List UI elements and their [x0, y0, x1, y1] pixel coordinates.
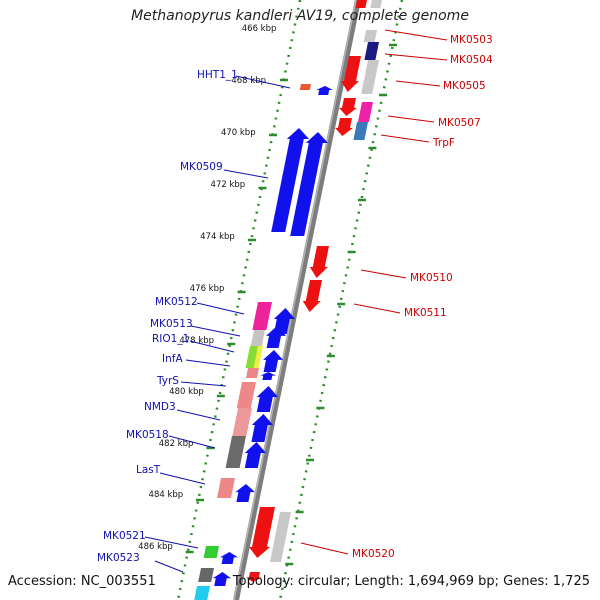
- kbp-tick-label: 472 kbp: [211, 180, 246, 190]
- gene-arrow-tyrs: [256, 386, 278, 412]
- left-gene-label: RIO1_1: [152, 333, 189, 345]
- gene-block-mk0518: [225, 436, 246, 468]
- gene-arrow-mk0509b: [290, 132, 328, 236]
- gene-block-last: [217, 478, 235, 498]
- gene-block-top-grey: [370, 0, 382, 8]
- gene-block-top-red: [355, 0, 367, 8]
- gene-arrow-last: [235, 484, 255, 502]
- gene-arrow-small: [260, 372, 276, 380]
- gene-arrow-mk0520: [249, 507, 275, 558]
- kbp-tick-label: 474 kbp: [200, 232, 235, 242]
- right-gene-label: MK0503: [450, 34, 493, 46]
- left-gene-leader: [189, 340, 235, 353]
- gene-block-trpf: [353, 122, 368, 140]
- gene-arrow-mk0507a: [339, 98, 358, 116]
- kbp-tick-label: 468 kbp: [231, 76, 266, 86]
- gene-arrow-mk0511: [302, 280, 322, 312]
- gene-block-mk0504: [364, 42, 379, 60]
- right-gene-label: MK0507: [438, 117, 481, 129]
- gene-block-rio1-strip: [253, 346, 263, 368]
- left-gene-label: MK0509: [180, 161, 223, 173]
- right-gene-leader: [387, 115, 435, 123]
- left-gene-label: MK0513: [150, 318, 193, 330]
- gene-arrow-hht1: [316, 86, 333, 95]
- gene-arrow-rio1: [266, 326, 286, 348]
- right-gene-label: MK0505: [443, 80, 486, 92]
- left-gene-label: MK0523: [97, 552, 140, 564]
- left-gene-leader: [190, 325, 241, 337]
- right-gene-label: MK0511: [404, 307, 447, 319]
- kbp-tick-label: 486 kbp: [138, 542, 173, 552]
- left-gene-leader: [185, 359, 231, 367]
- gene-block-mk0523: [198, 568, 214, 582]
- gene-block-mk0507: [358, 102, 373, 122]
- left-gene-leader: [235, 75, 291, 89]
- gene-arrow-bottom-red: [245, 572, 262, 582]
- gene-block-mk0505-grey: [361, 60, 379, 94]
- gene-block-nmd3: [232, 408, 252, 436]
- accession-text: Accession: NC_003551: [8, 574, 156, 589]
- right-gene-leader: [360, 269, 407, 279]
- left-gene-label: MK0518: [126, 429, 169, 441]
- gene-arrow-mk0510: [309, 246, 329, 278]
- gene-block-mk0512: [252, 302, 272, 330]
- gene-block-hht1: [299, 84, 311, 90]
- left-gene-label: MK0512: [155, 296, 198, 308]
- left-gene-label: TyrS: [156, 375, 179, 387]
- right-gene-leader: [353, 303, 401, 314]
- gene-arrow-mk0509a: [271, 128, 309, 232]
- right-gene-leader: [300, 542, 349, 555]
- gene-block-tyrs: [236, 382, 256, 408]
- left-gene-label: InfA: [162, 353, 183, 365]
- gene-block-mk0520-grey: [270, 512, 291, 562]
- gene-arrow-mk0505: [341, 56, 361, 92]
- left-gene-label: HHT1_1: [197, 69, 238, 81]
- left-gene-leader: [144, 536, 199, 549]
- genome-backbone-line: [233, 0, 361, 600]
- kbp-tick-label: 482 kbp: [159, 439, 194, 449]
- left-gene-label: LasT: [136, 464, 161, 476]
- kbp-tick-label: 466 kbp: [242, 24, 277, 34]
- right-gene-leader: [380, 134, 430, 143]
- right-gene-label: MK0504: [450, 54, 493, 66]
- left-gene-leader: [168, 435, 216, 449]
- gene-arrow-mk0521: [219, 552, 238, 564]
- gene-arrow-infa: [263, 350, 283, 372]
- right-gene-leader: [384, 29, 448, 41]
- right-gene-label: MK0510: [410, 272, 453, 284]
- kbp-tick-label: 484 kbp: [149, 490, 184, 500]
- gene-arrow-mk0507b: [335, 118, 354, 136]
- left-gene-leader: [159, 472, 206, 485]
- gene-block-bottom-cyan: [194, 586, 210, 600]
- gene-arrow-nmd3: [251, 414, 273, 442]
- right-gene-leader: [384, 53, 448, 61]
- left-gene-leader: [154, 560, 184, 573]
- left-gene-label: NMD3: [144, 401, 176, 413]
- kbp-tick-label: 470 kbp: [221, 128, 256, 138]
- kbp-tick-label: 476 kbp: [190, 284, 225, 294]
- kbp-tick-label: 478 kbp: [179, 336, 214, 346]
- right-gene-label: MK0520: [352, 548, 395, 560]
- left-gene-leader: [180, 381, 227, 387]
- genome-summary-text: Topology: circular; Length: 1,694,969 bp…: [232, 574, 590, 589]
- left-gene-label: MK0521: [103, 530, 146, 542]
- gene-arrow-mk0523: [212, 572, 231, 586]
- gene-block-mk0521: [203, 546, 219, 558]
- right-gene-label: TrpF: [432, 137, 455, 149]
- left-gene-leader: [196, 302, 245, 315]
- kbp-tick-label: 480 kbp: [169, 387, 204, 397]
- genome-title: Methanopyrus kandleri AV19, complete gen…: [131, 8, 469, 24]
- left-gene-leader: [176, 409, 221, 421]
- gene-block-infa: [246, 368, 259, 378]
- gene-arrow-mk0518: [244, 442, 266, 468]
- left-gene-leader: [223, 169, 269, 179]
- right-gene-leader: [395, 80, 441, 87]
- gene-arrow-mk0512: [273, 308, 295, 334]
- genome-backbone-highlight: [233, 0, 357, 600]
- gene-block-mk0513: [250, 330, 265, 346]
- gene-block-mk0503: [363, 30, 377, 42]
